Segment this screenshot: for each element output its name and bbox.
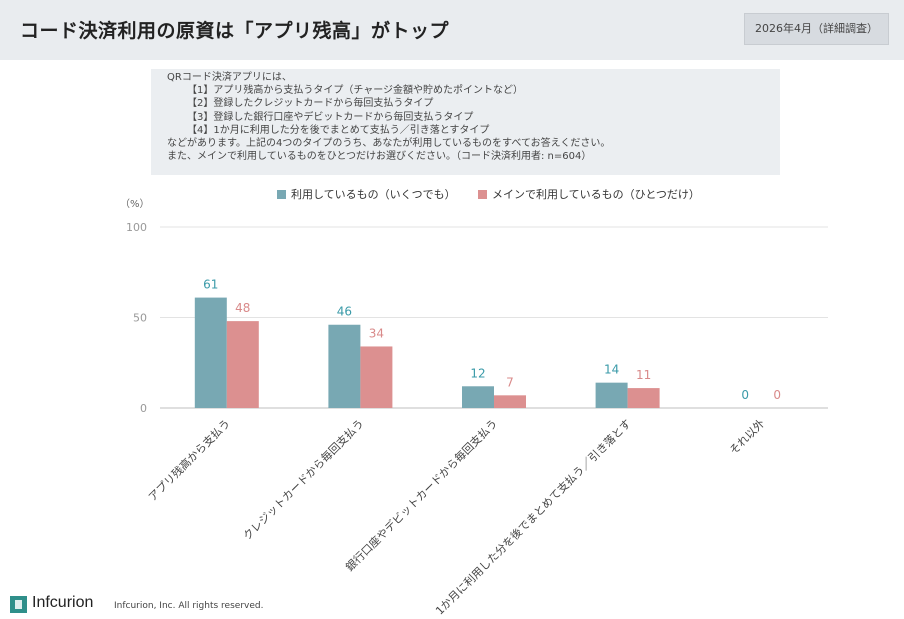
copyright-text: Infcurion, Inc. All rights reserved. xyxy=(114,601,264,611)
logo-text: Infcurion xyxy=(32,594,94,611)
logo-mark-icon xyxy=(10,596,27,613)
data-label-series-1: 46 xyxy=(337,305,352,319)
legend-item-series-1: 利用しているもの（いくつでも） xyxy=(277,186,456,202)
question-line: 【1】アプリ残高から支払うタイプ（チャージ金額や貯めたポイントなど） xyxy=(187,85,524,97)
x-category-label: 銀行口座やデビットカードから毎回支払う xyxy=(342,416,500,574)
legend-label-series-2: メインで利用しているもの（ひとつだけ） xyxy=(492,188,700,201)
header-bar: コード決済利用の原資は「アプリ残高」がトップ 2026年4月（詳細調査） xyxy=(0,0,904,60)
data-label-series-1: 14 xyxy=(604,363,619,377)
bar-series-1 xyxy=(462,386,494,408)
data-label-series-2: 7 xyxy=(506,375,514,389)
bar-series-2 xyxy=(627,388,660,408)
legend-item-series-2: メインで利用しているもの（ひとつだけ） xyxy=(478,186,700,202)
y-axis-unit-label: （%） xyxy=(120,199,150,210)
question-line: また、メインで利用しているものをひとつだけお選びください。（コード決済利用者: … xyxy=(167,151,592,163)
x-category-label: それ以外 xyxy=(727,417,767,457)
data-label-series-2: 0 xyxy=(773,388,781,402)
x-category-label: クレジットカードから毎回支払う xyxy=(240,416,367,543)
legend-swatch-series-1 xyxy=(277,190,286,199)
y-tick-label: 50 xyxy=(133,312,147,325)
page-title: コード決済利用の原資は「アプリ残高」がトップ xyxy=(20,20,450,42)
data-label-series-2: 48 xyxy=(235,301,250,315)
data-label-series-1: 0 xyxy=(741,388,749,402)
question-line: 【2】登録したクレジットカードから毎回支払うタイプ xyxy=(187,98,434,110)
y-tick-label: 100 xyxy=(126,221,147,234)
bar-series-1 xyxy=(194,297,227,408)
data-label-series-2: 34 xyxy=(369,326,384,340)
bar-series-2 xyxy=(226,321,259,408)
data-label-series-1: 12 xyxy=(470,366,485,380)
legend-swatch-series-2 xyxy=(478,190,487,199)
bar-series-1 xyxy=(328,324,361,408)
date-badge: 2026年4月（詳細調査） xyxy=(744,13,889,45)
data-label-series-2: 11 xyxy=(636,368,651,382)
question-line: などがあります。上記の4つのタイプのうち、あなたが利用しているものをすべてお答え… xyxy=(167,138,611,150)
question-line: 【4】1か月に利用した分を後でまとめて支払う／引き落とすタイプ xyxy=(187,124,490,136)
bar-series-2 xyxy=(360,346,393,408)
x-category-label: アプリ残高から支払う xyxy=(145,416,233,504)
legend-label-series-1: 利用しているもの（いくつでも） xyxy=(291,188,456,201)
chart-legend: 利用しているもの（いくつでも） メインで利用しているもの（ひとつだけ） xyxy=(0,186,904,202)
bar-series-1 xyxy=(595,382,628,408)
question-box: QRコード決済アプリには、 【1】アプリ残高から支払うタイプ（チャージ金額や貯め… xyxy=(151,69,780,175)
bar-series-2 xyxy=(494,395,526,408)
question-line: 【3】登録した銀行口座やデビットカードから毎回支払うタイプ xyxy=(187,111,474,123)
y-tick-label: 0 xyxy=(140,402,147,415)
question-line: QRコード決済アプリには、 xyxy=(167,72,292,83)
data-label-series-1: 61 xyxy=(203,278,218,292)
